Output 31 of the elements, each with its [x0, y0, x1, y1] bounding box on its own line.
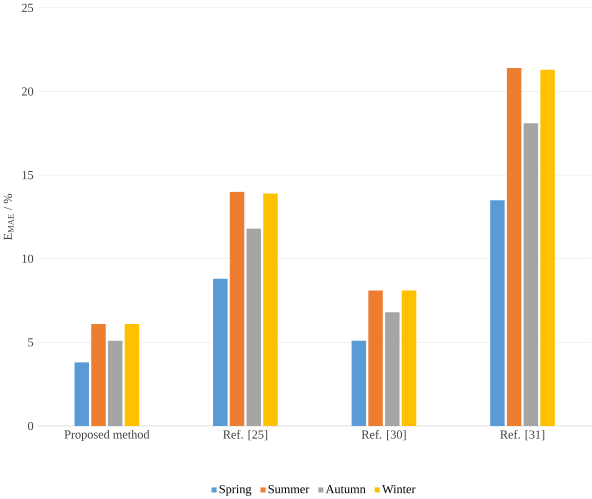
y-tick-label: 20: [22, 87, 34, 96]
bar: [230, 192, 244, 426]
x-tick-label: Proposed method: [64, 430, 150, 441]
bar: [506, 68, 522, 426]
y-tick-label: 15: [22, 170, 34, 180]
bar: [263, 193, 278, 426]
bar: [74, 362, 90, 426]
legend-label: Winter: [382, 484, 416, 494]
y-tick-label: 0: [28, 422, 34, 430]
y-tick-label: 5: [28, 338, 34, 346]
y-tick-label: 25: [22, 4, 34, 12]
x-tick-label: Ref. [25]: [223, 430, 268, 440]
x-tick-label: Ref. [30]: [362, 430, 406, 440]
bar: [246, 228, 262, 426]
bar: [368, 290, 383, 426]
bar: [385, 312, 400, 426]
bar: [108, 340, 122, 426]
legend-label: Autumn: [326, 484, 366, 494]
bar: [213, 278, 228, 426]
y-axis-title: E$_{MAE}$ / %: [4, 194, 14, 240]
bar: [352, 340, 366, 426]
bar: [524, 123, 538, 426]
bar: [124, 324, 140, 426]
y-tick-label: 10: [22, 254, 34, 263]
bar: [91, 324, 106, 426]
bar: [402, 290, 416, 426]
legend-label: Spring: [220, 484, 252, 496]
x-tick-label: Ref. [31]: [500, 430, 544, 440]
legend-label: Summer: [268, 484, 310, 494]
bar: [540, 70, 555, 426]
bar: [490, 200, 505, 426]
